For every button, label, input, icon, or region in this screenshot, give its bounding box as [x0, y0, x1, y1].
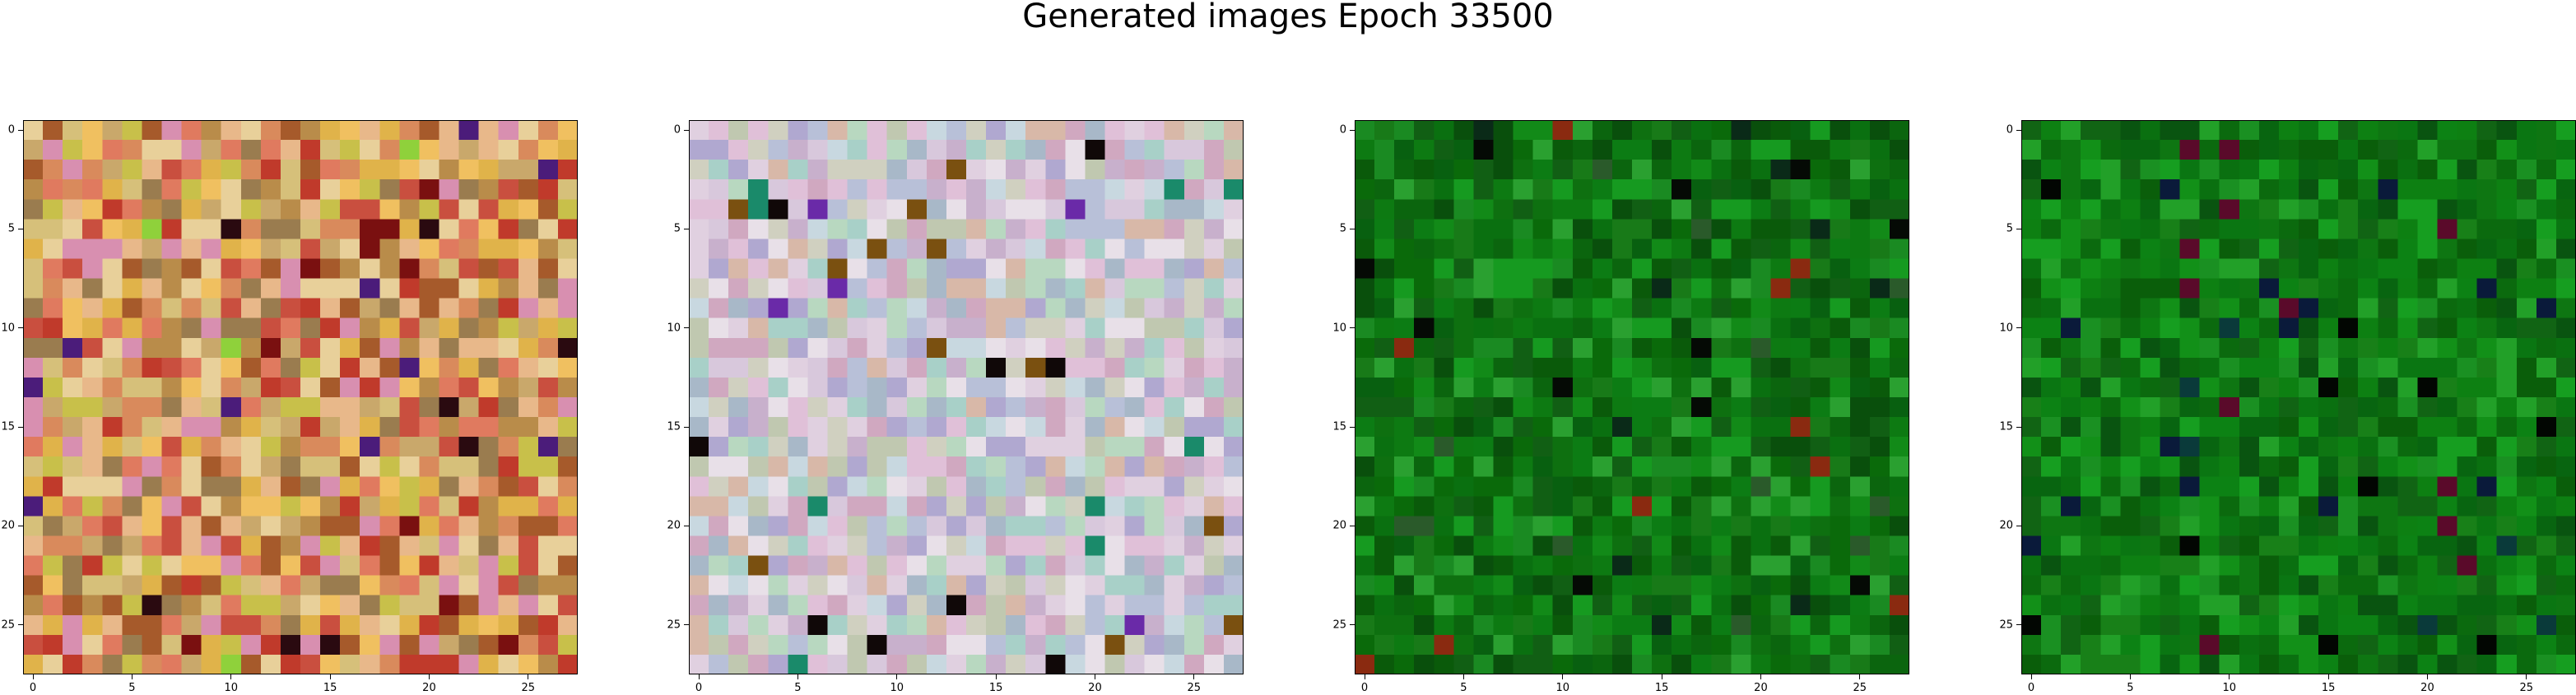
- y-tick-label: 10: [1332, 322, 1346, 335]
- y-tick-mark: [2016, 624, 2021, 626]
- x-tick-label: 15: [1654, 682, 1669, 694]
- figure-title: Generated images Epoch 33500: [1022, 0, 1554, 35]
- y-tick-label: 0: [2006, 123, 2013, 137]
- x-tick-label: 0: [2027, 682, 2035, 694]
- x-tick-mark: [1462, 674, 1464, 679]
- y-tick-mark: [684, 129, 689, 131]
- x-tick-mark: [1760, 674, 1761, 679]
- generated-image-2: [689, 120, 1244, 674]
- x-tick-mark: [2129, 674, 2131, 679]
- y-tick-label: 25: [1, 619, 15, 632]
- y-tick-label: 0: [673, 123, 681, 137]
- y-tick-label: 15: [1332, 420, 1346, 433]
- y-tick-mark: [18, 426, 23, 428]
- x-tick-label: 5: [128, 682, 136, 694]
- y-tick-label: 10: [667, 322, 681, 335]
- x-tick-label: 20: [2420, 682, 2434, 694]
- x-tick-mark: [698, 674, 700, 679]
- x-tick-label: 10: [2222, 682, 2237, 694]
- x-tick-mark: [32, 674, 34, 679]
- y-tick-label: 5: [7, 222, 15, 235]
- x-tick-mark: [1859, 674, 1861, 679]
- x-tick-mark: [428, 674, 430, 679]
- y-tick-label: 15: [667, 420, 681, 433]
- x-tick-label: 25: [1187, 682, 1202, 694]
- generated-image-panel-2: 0 5 10 15 20 25 0 5 10 15 20 25: [667, 120, 1244, 693]
- y-tick-mark: [1350, 426, 1355, 428]
- x-tick-mark: [797, 674, 798, 679]
- x-tick-label: 0: [1360, 682, 1369, 694]
- generated-image-panel-3: 0 5 10 15 20 25 0 5 10 15 20 25: [1332, 120, 1909, 693]
- x-tick-label: 5: [1460, 682, 1467, 694]
- x-tick-label: 10: [890, 682, 904, 694]
- generated-image-1: [23, 120, 578, 674]
- x-tick-label: 20: [1754, 682, 1768, 694]
- x-tick-label: 5: [2127, 682, 2134, 694]
- y-tick-mark: [18, 327, 23, 329]
- x-tick-label: 25: [2519, 682, 2534, 694]
- x-tick-label: 15: [323, 682, 337, 694]
- x-tick-mark: [995, 674, 997, 679]
- y-tick-label: 20: [667, 519, 681, 532]
- x-tick-mark: [1562, 674, 1564, 679]
- y-tick-mark: [1350, 129, 1355, 131]
- x-tick-mark: [2229, 674, 2230, 679]
- x-tick-label: 0: [695, 682, 703, 694]
- x-tick-label: 20: [422, 682, 436, 694]
- y-tick-mark: [2016, 129, 2021, 131]
- y-tick-mark: [1350, 327, 1355, 329]
- x-tick-mark: [2030, 674, 2032, 679]
- generated-image-4: [2021, 120, 2576, 674]
- y-tick-mark: [684, 327, 689, 329]
- generated-image-3: [1355, 120, 1909, 674]
- x-tick-label: 0: [29, 682, 37, 694]
- x-tick-label: 25: [521, 682, 536, 694]
- y-tick-label: 15: [1999, 420, 2013, 433]
- y-tick-label: 5: [1339, 222, 1346, 235]
- x-tick-mark: [896, 674, 898, 679]
- y-tick-mark: [2016, 426, 2021, 428]
- y-tick-mark: [18, 624, 23, 626]
- x-tick-label: 25: [1853, 682, 1867, 694]
- y-tick-label: 10: [1999, 322, 2013, 335]
- y-tick-label: 25: [1999, 619, 2013, 632]
- x-tick-mark: [1193, 674, 1195, 679]
- x-tick-label: 15: [2321, 682, 2336, 694]
- y-tick-label: 0: [1339, 123, 1346, 137]
- y-tick-label: 5: [2006, 222, 2013, 235]
- y-tick-mark: [684, 624, 689, 626]
- y-tick-mark: [1350, 624, 1355, 626]
- y-tick-label: 25: [667, 619, 681, 632]
- y-tick-label: 20: [1, 519, 15, 532]
- x-tick-mark: [2526, 674, 2527, 679]
- generated-image-panel-4: 0 5 10 15 20 25 0 5 10 15 20 25: [1999, 120, 2576, 693]
- x-tick-label: 15: [988, 682, 1003, 694]
- x-tick-mark: [230, 674, 232, 679]
- x-tick-label: 10: [224, 682, 239, 694]
- y-tick-label: 25: [1332, 619, 1346, 632]
- y-tick-mark: [684, 426, 689, 428]
- x-tick-mark: [2426, 674, 2428, 679]
- x-tick-label: 20: [1088, 682, 1102, 694]
- y-tick-label: 20: [1332, 519, 1346, 532]
- y-tick-mark: [2016, 327, 2021, 329]
- x-tick-label: 10: [1555, 682, 1570, 694]
- y-tick-label: 10: [1, 322, 15, 335]
- x-tick-label: 5: [794, 682, 802, 694]
- x-tick-mark: [329, 674, 331, 679]
- x-tick-mark: [131, 674, 133, 679]
- generated-image-panel-1: 0 5 10 15 20 25 0 5 10 15 20 25: [1, 120, 578, 693]
- x-tick-mark: [2327, 674, 2329, 679]
- y-tick-label: 0: [7, 123, 15, 137]
- y-tick-mark: [18, 129, 23, 131]
- y-tick-label: 5: [673, 222, 681, 235]
- y-tick-label: 15: [1, 420, 15, 433]
- y-tick-label: 20: [1999, 519, 2013, 532]
